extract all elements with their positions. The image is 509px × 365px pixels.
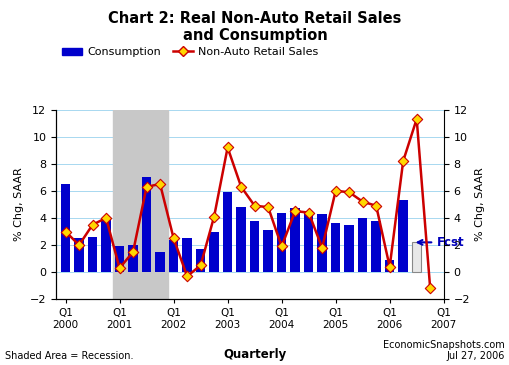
Point bbox=[412, 116, 420, 122]
Y-axis label: % Chg, SAAR: % Chg, SAAR bbox=[474, 168, 485, 241]
Point bbox=[372, 203, 380, 209]
Point bbox=[304, 210, 312, 215]
Point bbox=[277, 243, 285, 249]
Bar bbox=[411, 242, 420, 272]
Bar bbox=[101, 218, 110, 272]
Point bbox=[291, 208, 299, 214]
Bar bbox=[222, 192, 232, 272]
Bar bbox=[384, 260, 393, 272]
Bar bbox=[182, 238, 191, 272]
Bar bbox=[236, 207, 245, 272]
Bar bbox=[115, 246, 124, 272]
Point bbox=[169, 235, 177, 241]
Bar bbox=[142, 177, 151, 272]
Bar bbox=[303, 211, 313, 272]
Bar bbox=[330, 223, 340, 272]
Point bbox=[62, 228, 70, 234]
Point bbox=[142, 184, 150, 190]
Point bbox=[399, 158, 407, 164]
Point bbox=[358, 199, 366, 205]
Point bbox=[318, 245, 326, 251]
Bar bbox=[357, 218, 366, 272]
Text: EconomicSnapshots.com
Jul 27, 2006: EconomicSnapshots.com Jul 27, 2006 bbox=[382, 340, 504, 361]
Bar bbox=[290, 208, 299, 272]
Text: Shaded Area = Recession.: Shaded Area = Recession. bbox=[5, 351, 133, 361]
Point bbox=[223, 145, 231, 150]
Point bbox=[88, 222, 96, 228]
Point bbox=[75, 242, 83, 248]
Point bbox=[331, 188, 339, 194]
Text: Quarterly: Quarterly bbox=[223, 348, 286, 361]
Bar bbox=[209, 231, 218, 272]
Text: Fcst: Fcst bbox=[417, 236, 464, 249]
Point bbox=[426, 285, 434, 291]
Bar bbox=[371, 221, 380, 272]
Bar bbox=[344, 225, 353, 272]
Bar bbox=[195, 249, 205, 272]
Bar bbox=[128, 245, 137, 272]
Bar bbox=[88, 237, 97, 272]
Point bbox=[210, 214, 218, 219]
Bar bbox=[398, 200, 407, 272]
Bar bbox=[74, 238, 83, 272]
Y-axis label: % Chg, SAAR: % Chg, SAAR bbox=[14, 168, 24, 241]
Text: Chart 2: Real Non-Auto Retail Sales
and Consumption: Chart 2: Real Non-Auto Retail Sales and … bbox=[108, 11, 401, 43]
Point bbox=[156, 181, 164, 187]
Point bbox=[102, 215, 110, 221]
Bar bbox=[155, 252, 164, 272]
Point bbox=[237, 184, 245, 190]
Point bbox=[345, 189, 353, 195]
Point bbox=[385, 264, 393, 270]
Bar bbox=[317, 214, 326, 272]
Bar bbox=[276, 212, 286, 272]
Bar bbox=[168, 240, 178, 272]
Point bbox=[264, 204, 272, 210]
Point bbox=[115, 265, 123, 271]
Bar bbox=[249, 221, 259, 272]
Bar bbox=[263, 230, 272, 272]
Point bbox=[250, 203, 258, 209]
Point bbox=[183, 273, 191, 279]
Bar bbox=[114, 110, 167, 299]
Bar bbox=[61, 184, 70, 272]
Legend: Consumption, Non-Auto Retail Sales: Consumption, Non-Auto Retail Sales bbox=[58, 43, 322, 62]
Point bbox=[129, 249, 137, 255]
Point bbox=[196, 262, 204, 268]
